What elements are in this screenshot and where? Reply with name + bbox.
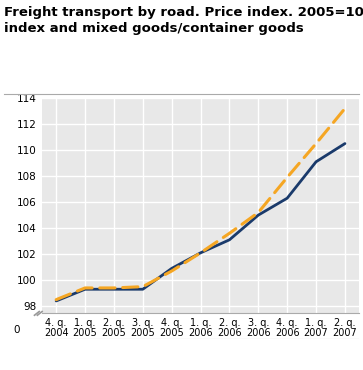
Main index (170, 266, 174, 270)
Mixed goods/container goods (256, 210, 261, 215)
Mixed goods/container goods (285, 175, 289, 179)
Mixed goods/container goods (83, 286, 87, 290)
Main index (227, 238, 232, 242)
Mixed goods/container goods (170, 269, 174, 273)
Main index (54, 299, 58, 303)
Text: Freight transport by road. Price index. 2005=100. Main
index and mixed goods/con: Freight transport by road. Price index. … (4, 6, 363, 34)
Mixed goods/container goods (314, 141, 318, 146)
Mixed goods/container goods (140, 285, 145, 289)
Main index (343, 141, 347, 146)
Main index (314, 159, 318, 164)
Main index (112, 287, 116, 292)
Mixed goods/container goods (112, 286, 116, 290)
Mixed goods/container goods (343, 106, 347, 111)
Mixed goods/container goods (54, 297, 58, 302)
Main index (198, 250, 203, 255)
Mixed goods/container goods (198, 250, 203, 255)
Mixed goods/container goods (227, 231, 232, 236)
Main index (285, 196, 289, 201)
Line: Main index: Main index (56, 144, 345, 301)
Line: Mixed goods/container goods: Mixed goods/container goods (56, 108, 345, 300)
Main index (256, 213, 261, 217)
Main index (140, 287, 145, 292)
Text: 0: 0 (13, 325, 20, 335)
Main index (83, 287, 87, 292)
